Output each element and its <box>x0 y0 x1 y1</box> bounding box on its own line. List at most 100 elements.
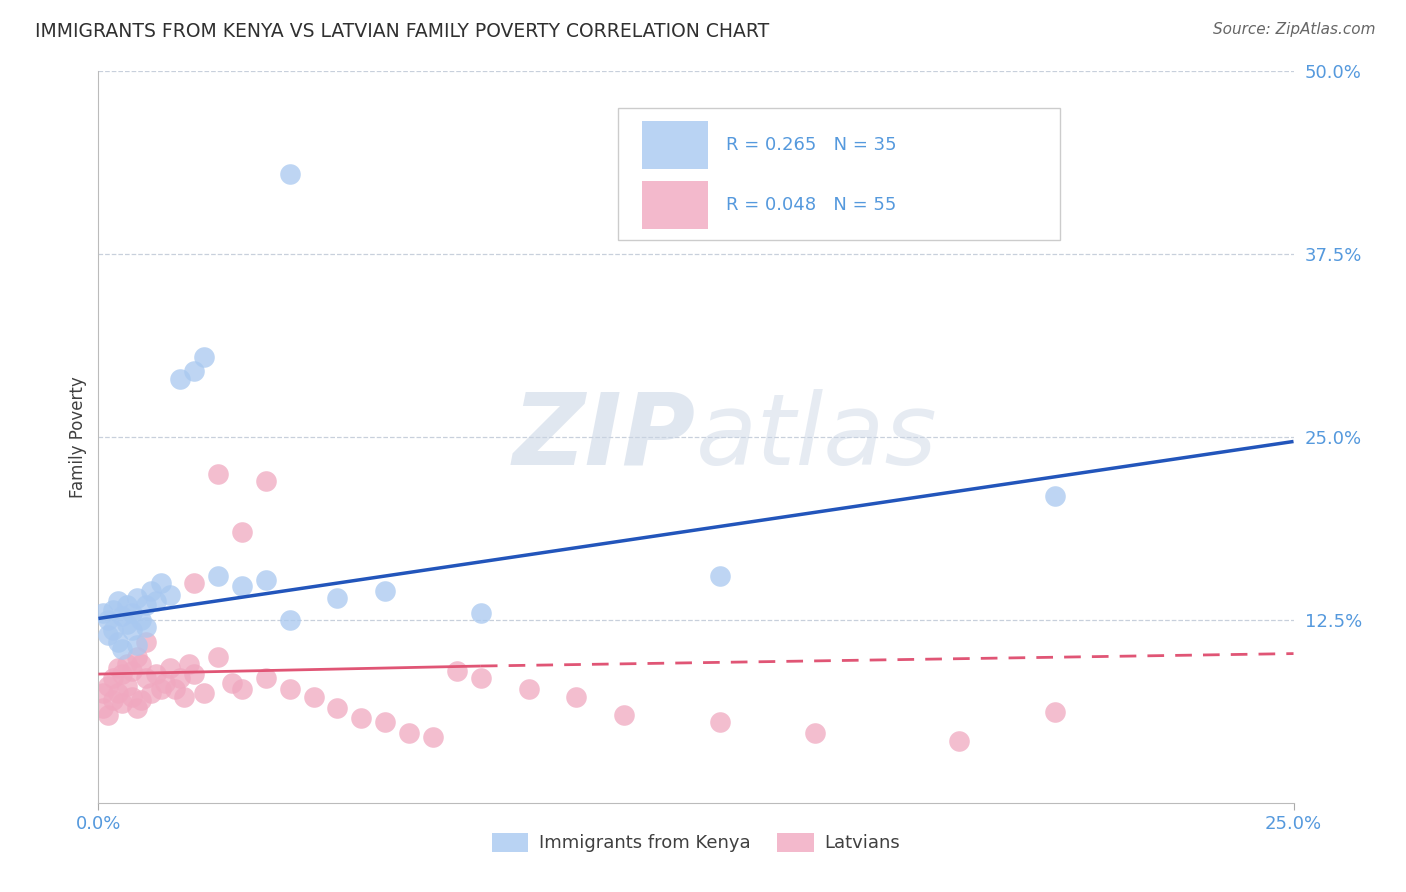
Point <box>107 594 129 608</box>
Y-axis label: Family Poverty: Family Poverty <box>69 376 87 498</box>
Point <box>446 664 468 678</box>
Point <box>948 734 970 748</box>
Point <box>155 676 177 690</box>
Point <box>101 693 124 707</box>
Point <box>517 681 540 696</box>
Point <box>131 693 153 707</box>
Point <box>207 569 229 583</box>
Point <box>101 603 124 617</box>
Point <box>1043 489 1066 503</box>
Point <box>231 681 253 696</box>
FancyBboxPatch shape <box>643 181 709 228</box>
Legend: Immigrants from Kenya, Latvians: Immigrants from Kenya, Latvians <box>485 826 907 860</box>
Point <box>193 686 215 700</box>
Point <box>398 725 420 739</box>
Point <box>149 681 172 696</box>
Point <box>107 635 129 649</box>
Point <box>111 642 134 657</box>
FancyBboxPatch shape <box>619 108 1060 240</box>
Point <box>326 591 349 605</box>
Point <box>470 606 492 620</box>
Point <box>125 638 148 652</box>
Point <box>221 676 243 690</box>
Point <box>231 579 253 593</box>
Point <box>374 583 396 598</box>
Point <box>207 649 229 664</box>
Point <box>101 672 124 686</box>
Point <box>145 667 167 681</box>
Point <box>101 623 124 637</box>
Point <box>149 576 172 591</box>
Point <box>709 715 731 730</box>
Point <box>163 681 186 696</box>
Point <box>278 167 301 181</box>
Point <box>422 730 444 744</box>
Point <box>1043 705 1066 719</box>
Point <box>254 574 277 588</box>
Point <box>254 474 277 488</box>
Point <box>326 700 349 714</box>
Point <box>139 583 162 598</box>
Point <box>97 708 120 723</box>
Point <box>709 569 731 583</box>
Point <box>97 679 120 693</box>
Point <box>613 708 636 723</box>
Point <box>91 700 114 714</box>
Point <box>183 576 205 591</box>
Point <box>135 620 157 634</box>
Point <box>169 672 191 686</box>
Point <box>159 588 181 602</box>
Point <box>97 627 120 641</box>
Point <box>302 690 325 705</box>
Point <box>135 599 157 613</box>
Point <box>173 690 195 705</box>
Text: R = 0.265   N = 35: R = 0.265 N = 35 <box>725 136 897 154</box>
Point <box>121 623 143 637</box>
Point <box>97 613 120 627</box>
Text: IMMIGRANTS FROM KENYA VS LATVIAN FAMILY POVERTY CORRELATION CHART: IMMIGRANTS FROM KENYA VS LATVIAN FAMILY … <box>35 22 769 41</box>
Point <box>115 617 138 632</box>
Point <box>125 591 148 605</box>
Point <box>159 661 181 675</box>
Point <box>125 700 148 714</box>
Point <box>278 613 301 627</box>
Text: Source: ZipAtlas.com: Source: ZipAtlas.com <box>1212 22 1375 37</box>
Point <box>131 613 153 627</box>
Text: ZIP: ZIP <box>513 389 696 485</box>
Point <box>350 711 373 725</box>
FancyBboxPatch shape <box>643 121 709 169</box>
Point <box>125 649 148 664</box>
Point <box>135 672 157 686</box>
Point <box>183 667 205 681</box>
Point <box>374 715 396 730</box>
Point <box>115 657 138 671</box>
Point <box>107 661 129 675</box>
Point <box>111 608 134 623</box>
Point <box>169 371 191 385</box>
Point <box>565 690 588 705</box>
Point <box>179 657 201 671</box>
Text: atlas: atlas <box>696 389 938 485</box>
Text: R = 0.048   N = 55: R = 0.048 N = 55 <box>725 196 896 214</box>
Point <box>183 364 205 378</box>
Point <box>115 599 138 613</box>
Point <box>207 467 229 481</box>
Point <box>131 657 153 671</box>
Point <box>145 594 167 608</box>
Point <box>231 525 253 540</box>
Point <box>804 725 827 739</box>
Point <box>278 681 301 696</box>
Point <box>107 686 129 700</box>
Point <box>91 606 114 620</box>
Point <box>470 672 492 686</box>
Point <box>91 686 114 700</box>
Point <box>135 635 157 649</box>
Point <box>254 672 277 686</box>
Point <box>121 606 143 620</box>
Point <box>111 696 134 710</box>
Point <box>121 664 143 678</box>
Point <box>115 679 138 693</box>
Point <box>121 690 143 705</box>
Point <box>139 686 162 700</box>
Point <box>111 667 134 681</box>
